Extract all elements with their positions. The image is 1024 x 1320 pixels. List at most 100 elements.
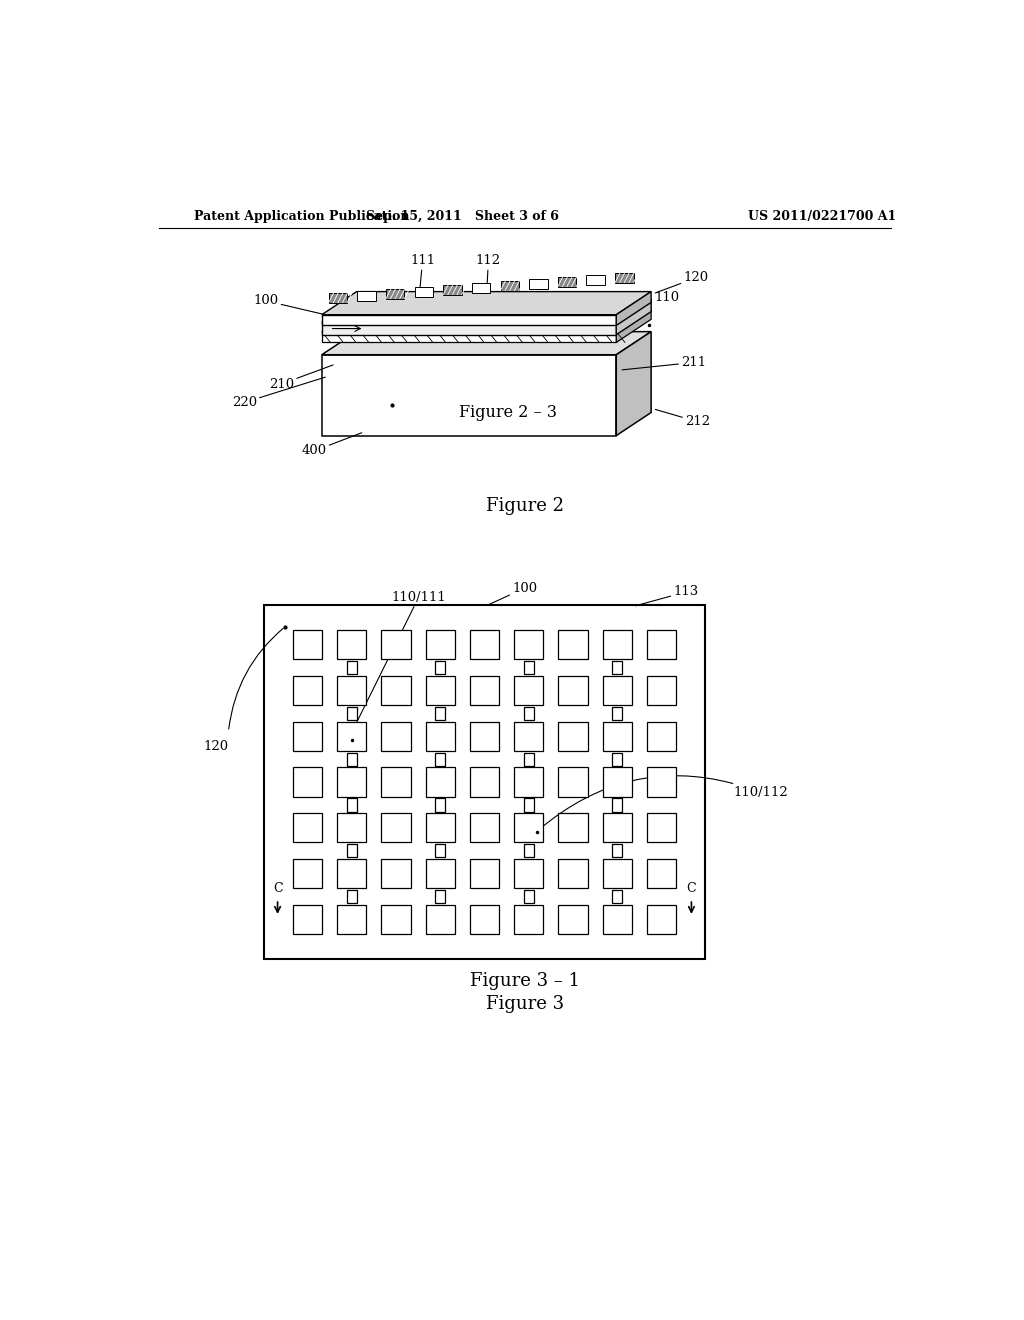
Bar [602, 676, 632, 705]
Polygon shape [322, 331, 616, 342]
Bar [558, 676, 588, 705]
Bar [337, 767, 367, 797]
Polygon shape [529, 279, 548, 289]
Bar [435, 752, 445, 766]
Bar [523, 799, 534, 812]
Bar [337, 859, 367, 888]
Bar [347, 843, 356, 858]
Polygon shape [616, 309, 651, 342]
Polygon shape [501, 281, 519, 290]
Bar [435, 799, 445, 812]
Text: 110: 110 [623, 292, 679, 317]
Text: 212: 212 [655, 409, 711, 428]
Polygon shape [322, 331, 651, 355]
Bar [602, 630, 632, 660]
Bar [523, 661, 534, 675]
Bar [381, 813, 411, 842]
Bar [523, 843, 534, 858]
Bar [514, 813, 544, 842]
Text: Figure 3: Figure 3 [485, 995, 564, 1012]
Bar [426, 676, 455, 705]
Bar [647, 767, 676, 797]
Bar [558, 630, 588, 660]
Text: 120: 120 [203, 741, 228, 754]
Text: 113: 113 [636, 585, 698, 606]
Bar [381, 630, 411, 660]
Bar [470, 676, 500, 705]
Bar [523, 706, 534, 721]
Text: C: C [687, 882, 696, 895]
Bar [426, 722, 455, 751]
Bar [435, 706, 445, 721]
Polygon shape [322, 292, 651, 314]
Bar [470, 904, 500, 935]
Bar [263, 605, 706, 960]
Polygon shape [616, 300, 651, 335]
Bar [647, 630, 676, 660]
Bar [647, 859, 676, 888]
Text: 100: 100 [253, 294, 342, 318]
Polygon shape [322, 355, 616, 436]
Bar [523, 890, 534, 903]
Bar [514, 904, 544, 935]
Polygon shape [357, 290, 376, 301]
Text: 110/111: 110/111 [349, 591, 446, 738]
Polygon shape [322, 314, 616, 326]
Text: 120: 120 [655, 271, 709, 293]
Text: Figure 3 – 1: Figure 3 – 1 [470, 972, 580, 990]
Polygon shape [616, 292, 651, 326]
Polygon shape [386, 289, 404, 298]
Bar [426, 904, 455, 935]
Bar [523, 752, 534, 766]
Bar [337, 813, 367, 842]
Bar [514, 676, 544, 705]
Bar [293, 676, 323, 705]
Polygon shape [322, 300, 651, 322]
Bar [293, 813, 323, 842]
Text: C: C [272, 882, 283, 895]
Text: US 2011/0221700 A1: US 2011/0221700 A1 [748, 210, 896, 223]
Bar [647, 722, 676, 751]
Bar [381, 767, 411, 797]
Text: 100: 100 [487, 582, 538, 606]
Polygon shape [616, 331, 651, 436]
Bar [470, 813, 500, 842]
Bar [602, 722, 632, 751]
Bar [293, 630, 323, 660]
Bar [558, 767, 588, 797]
Bar [558, 813, 588, 842]
Bar [293, 859, 323, 888]
Bar [293, 904, 323, 935]
Text: Patent Application Publication: Patent Application Publication [194, 210, 410, 223]
Bar [602, 904, 632, 935]
Polygon shape [329, 293, 347, 302]
Bar [435, 661, 445, 675]
Bar [558, 904, 588, 935]
Polygon shape [558, 277, 577, 286]
Text: 210: 210 [269, 364, 333, 391]
Bar [381, 676, 411, 705]
Bar [381, 722, 411, 751]
Bar [347, 706, 356, 721]
Bar [347, 890, 356, 903]
Bar [612, 661, 623, 675]
Bar [470, 722, 500, 751]
Polygon shape [587, 275, 605, 285]
Bar [612, 799, 623, 812]
Text: 211: 211 [623, 356, 707, 370]
Bar [470, 630, 500, 660]
Text: Sep. 15, 2011   Sheet 3 of 6: Sep. 15, 2011 Sheet 3 of 6 [367, 210, 559, 223]
Polygon shape [615, 272, 634, 282]
Bar [337, 676, 367, 705]
Bar [612, 706, 623, 721]
Text: 110/112: 110/112 [539, 776, 788, 830]
Bar [612, 752, 623, 766]
Bar [293, 767, 323, 797]
Bar [381, 904, 411, 935]
Bar [470, 767, 500, 797]
Bar [337, 904, 367, 935]
Bar [602, 859, 632, 888]
Text: 112: 112 [476, 255, 501, 302]
Bar [293, 722, 323, 751]
Polygon shape [415, 286, 433, 297]
